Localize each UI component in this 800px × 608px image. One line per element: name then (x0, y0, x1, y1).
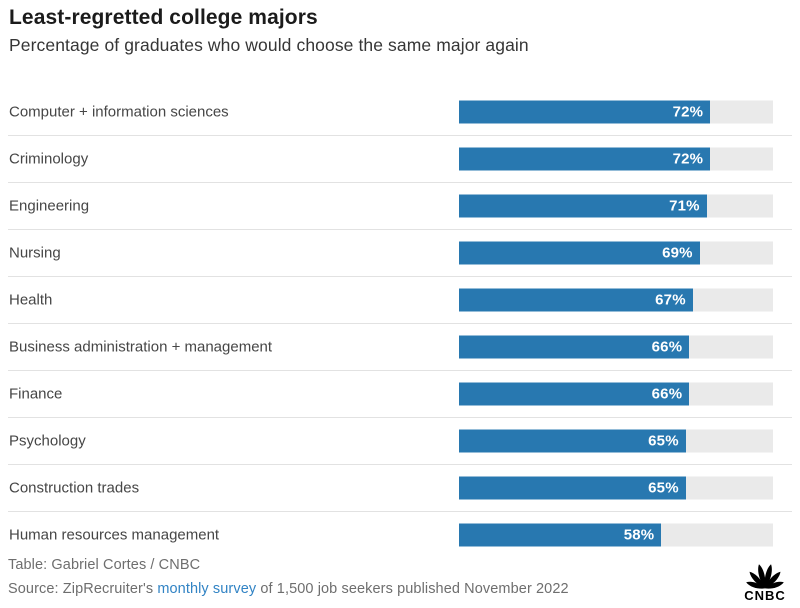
bar: 69% (459, 241, 700, 265)
bar-track: 66% (459, 335, 773, 359)
chart-subtitle: Percentage of graduates who would choose… (9, 35, 529, 55)
bar-track: 72% (459, 147, 773, 171)
table-row: Engineering 71% (8, 182, 792, 229)
bar: 66% (459, 382, 690, 406)
category-label: Computer + information sciences (9, 103, 229, 121)
table-row: Psychology 65% (8, 417, 792, 464)
bar: 58% (459, 523, 662, 547)
bar-track: 72% (459, 100, 773, 124)
bar-value-label: 65% (648, 432, 679, 450)
table-row: Business administration + management 66% (8, 323, 792, 370)
table-credit: Table: Gabriel Cortes / CNBC (8, 557, 201, 574)
bar-track: 66% (459, 382, 773, 406)
table-row: Finance 66% (8, 370, 792, 417)
bar-value-label: 67% (655, 291, 686, 309)
bar: 72% (459, 147, 711, 171)
table-row: Computer + information sciences 72% (8, 89, 792, 135)
category-label: Business administration + management (9, 338, 273, 356)
category-label: Finance (9, 385, 63, 403)
category-label: Health (9, 291, 53, 309)
category-label: Criminology (9, 150, 89, 168)
source-prefix: Source: ZipRecruiter's (8, 580, 158, 597)
bar: 67% (459, 288, 693, 312)
bar-track: 67% (459, 288, 773, 312)
bar-value-label: 71% (669, 197, 700, 215)
table-row: Health 67% (8, 276, 792, 323)
source-line: Source: ZipRecruiter's monthly survey of… (8, 578, 569, 601)
category-label: Human resources management (9, 526, 220, 544)
bar-track: 69% (459, 241, 773, 265)
category-label: Engineering (9, 197, 90, 215)
peacock-icon (746, 564, 784, 589)
cnbc-logo-text: CNBC (744, 588, 786, 603)
bar: 66% (459, 335, 690, 359)
category-label: Construction trades (9, 479, 140, 497)
bar-value-label: 66% (651, 385, 683, 403)
bar-track: 65% (459, 429, 773, 453)
bar-track: 65% (459, 476, 773, 500)
bar-track: 71% (459, 194, 773, 218)
table-row: Nursing 69% (8, 229, 792, 276)
cnbc-logo: CNBC (735, 556, 795, 603)
bar-value-label: 66% (651, 338, 683, 356)
table-row: Criminology 72% (8, 135, 792, 182)
source-suffix: of 1,500 job seekers published November … (256, 580, 569, 597)
bar-value-label: 72% (672, 150, 704, 168)
footer: Table: Gabriel Cortes / CNBC Source: Zip… (8, 554, 569, 601)
bar-value-label: 69% (662, 244, 693, 262)
category-label: Psychology (9, 432, 86, 450)
bar-value-label: 72% (672, 103, 704, 121)
bar: 71% (459, 194, 707, 218)
chart-title: Least-regretted college majors (9, 6, 318, 29)
bar-value-label: 58% (623, 526, 655, 544)
bar: 65% (459, 429, 686, 453)
table-row: Human resources management 58% (8, 511, 792, 558)
bar-value-label: 65% (648, 479, 679, 497)
bar-chart: Computer + information sciences 72% Crim… (8, 89, 792, 558)
source-link[interactable]: monthly survey (157, 580, 257, 597)
category-label: Nursing (9, 244, 61, 262)
bar: 65% (459, 476, 686, 500)
bar: 72% (459, 100, 711, 124)
table-row: Construction trades 65% (8, 464, 792, 511)
bar-track: 58% (459, 523, 773, 547)
